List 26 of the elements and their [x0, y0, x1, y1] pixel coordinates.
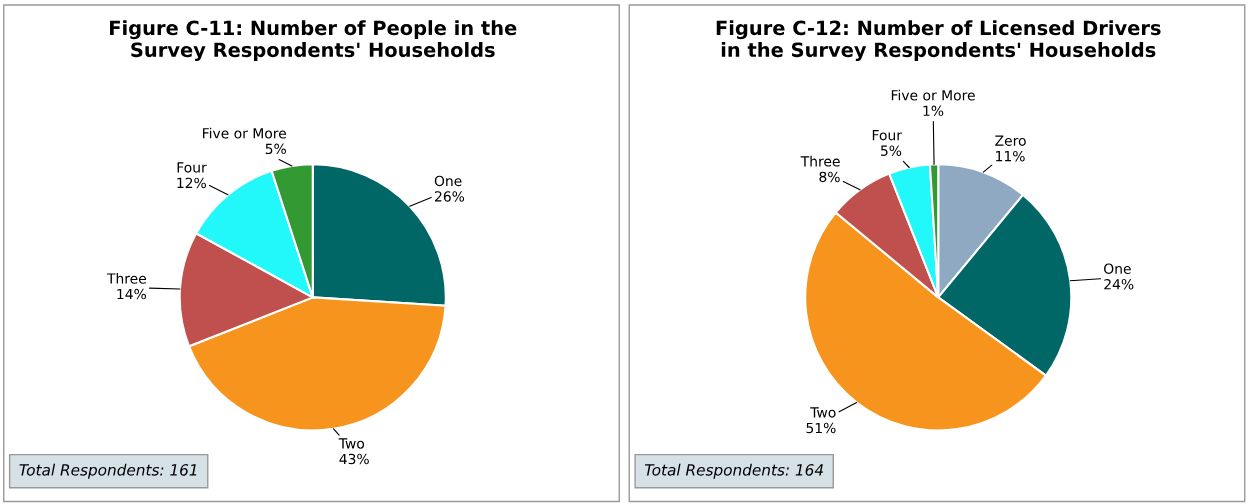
chart-title: Figure C-11: Number of People in the Survey Respondents' Households [110, 20, 517, 62]
data-label: 51% [806, 422, 836, 434]
slice-label: Three [106, 273, 147, 284]
data-label: 1% [923, 105, 944, 117]
data-label: 14% [117, 288, 146, 300]
slice-label: Three [800, 155, 840, 167]
data-label: 24% [1104, 278, 1134, 290]
slice-label: Two [810, 407, 836, 418]
data-label: 8% [819, 171, 840, 183]
data-label: 5% [265, 143, 286, 155]
slice-label: One [1104, 263, 1131, 274]
data-label: 43% [339, 453, 369, 465]
text: Total Respondents: 161 [19, 463, 197, 479]
slice-label: Five or More [891, 89, 975, 101]
slice-label: Five or More [203, 127, 286, 139]
slice-label: One [434, 175, 462, 187]
chart-title: Figure C-12: Number of Licensed Drivers in the Survey Respondents' Households [716, 20, 1161, 62]
data-label: 5% [881, 145, 902, 156]
slice-label: Two [338, 438, 365, 449]
data-label: 12% [177, 177, 206, 189]
data-label: 26% [435, 191, 465, 202]
text: Total Respondents: 164 [644, 463, 824, 479]
slice-label: Four [177, 162, 207, 173]
slice-label: Zero [995, 135, 1026, 146]
data-label: 11% [996, 150, 1025, 162]
slice-label: Four [872, 130, 902, 141]
